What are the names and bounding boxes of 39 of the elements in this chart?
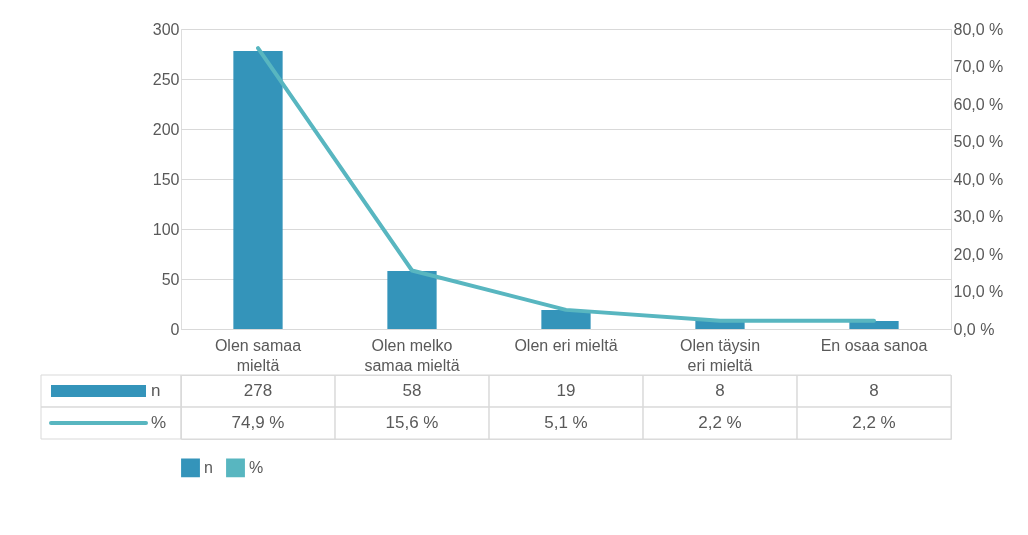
y-tick-label: 250 xyxy=(152,70,180,88)
bar xyxy=(233,51,283,329)
legend-label: n xyxy=(204,458,213,476)
data-label: 8 xyxy=(715,381,725,400)
y2-tick-label: 30,0 % xyxy=(953,208,1004,225)
text: n xyxy=(151,381,161,400)
data-label: 2,2 % xyxy=(852,413,896,432)
x-tick-label: Olen täysin eri mieltä xyxy=(679,336,761,374)
x-tick-label: Olen eri mieltä xyxy=(514,336,618,354)
bar xyxy=(387,271,437,329)
y2-tick-label: 70,0 % xyxy=(953,58,1004,75)
y2-tick-label: 0,0 % xyxy=(953,320,995,338)
x-tick-label: En osaa sanoa xyxy=(820,336,928,354)
data-label: 19 xyxy=(556,381,576,400)
y-tick-label: 100 xyxy=(152,220,180,238)
y-tick-label: 50 xyxy=(161,270,180,288)
y-tick-label: 300 xyxy=(152,20,180,38)
data-label: 2,2 % xyxy=(698,413,742,432)
y2-tick-label: 60,0 % xyxy=(953,95,1004,113)
line-series xyxy=(256,46,876,323)
data-label: 74,9 % xyxy=(231,413,285,432)
x-tick-label: Olen samaa mieltä xyxy=(214,336,302,374)
y-tick-label: 0 xyxy=(170,320,180,338)
data-label: 58 xyxy=(402,381,422,400)
text: % xyxy=(151,413,167,432)
y-tick-label: 150 xyxy=(152,170,180,188)
y2-tick-label: 10,0 % xyxy=(953,283,1004,300)
data-label: 278 xyxy=(243,381,273,400)
y2-tick-label: 20,0 % xyxy=(953,245,1004,263)
y2-tick-label: 50,0 % xyxy=(953,133,1004,150)
y2-tick-label: 40,0 % xyxy=(953,170,1004,188)
legend-label: % xyxy=(249,458,264,476)
data-label: 8 xyxy=(869,381,879,400)
y-tick-label: 200 xyxy=(152,120,180,138)
data-label: 5,1 % xyxy=(544,413,588,432)
x-tick-label: Olen melko samaa mieltä xyxy=(364,336,460,374)
data-label: 15,6 % xyxy=(385,413,439,432)
y2-tick-label: 80,0 % xyxy=(953,20,1004,38)
bar xyxy=(541,310,591,329)
